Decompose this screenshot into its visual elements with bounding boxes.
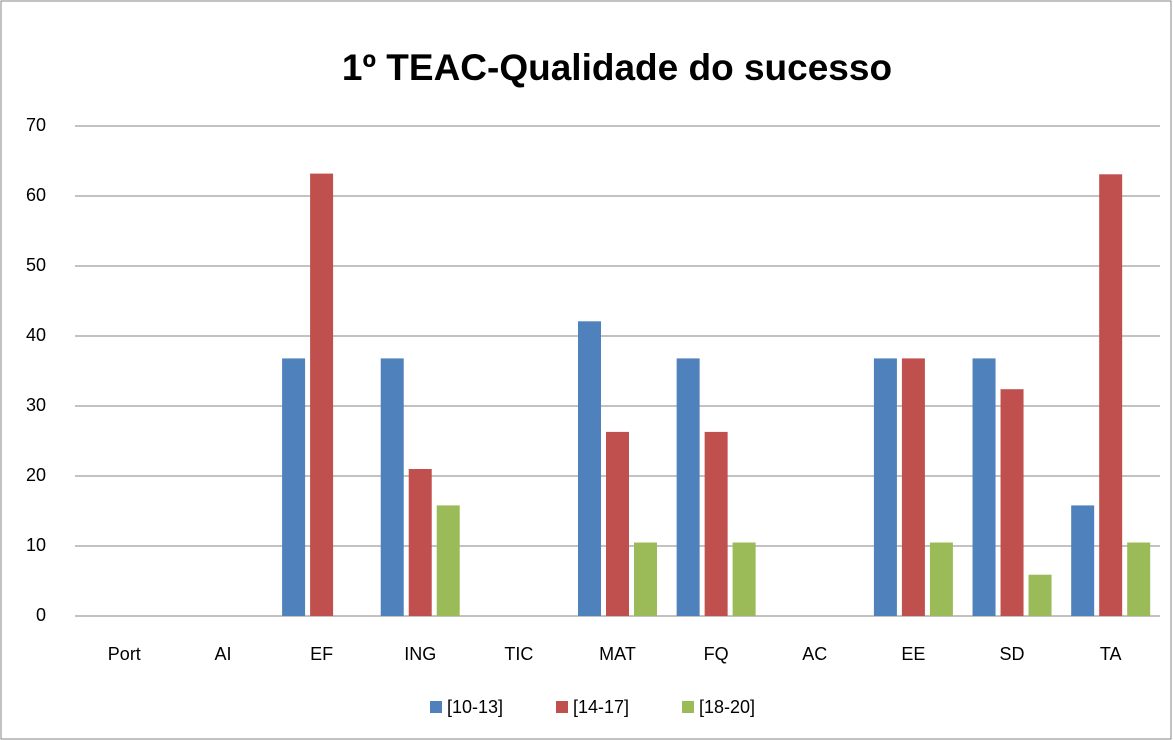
bar — [873, 358, 897, 616]
bar — [408, 469, 432, 616]
x-tick-label: AC — [802, 644, 827, 664]
bar — [1127, 542, 1151, 616]
x-tick-label: ING — [404, 644, 436, 664]
x-tick-label: AI — [214, 644, 231, 664]
legend-swatch — [556, 701, 568, 713]
y-tick-label: 30 — [26, 395, 46, 415]
bar — [1099, 174, 1123, 617]
bar — [1000, 389, 1024, 616]
x-tick-label: Port — [108, 644, 141, 664]
x-tick-label: EE — [901, 644, 925, 664]
bar — [704, 431, 728, 616]
y-tick-label: 20 — [26, 465, 46, 485]
y-tick-label: 0 — [36, 605, 46, 625]
legend-swatch — [682, 701, 694, 713]
bar — [1071, 505, 1095, 616]
y-tick-label: 10 — [26, 535, 46, 555]
bar — [606, 431, 629, 616]
y-tick-label: 40 — [26, 325, 46, 345]
x-tick-label: SD — [1000, 644, 1025, 664]
x-tick-label: EF — [310, 644, 333, 664]
bar — [676, 358, 700, 616]
bar — [634, 542, 657, 616]
bar — [1028, 574, 1052, 616]
bar — [310, 173, 334, 616]
y-tick-label: 50 — [26, 255, 46, 275]
bar — [972, 358, 996, 616]
bar — [901, 358, 925, 616]
y-tick-label: 70 — [26, 115, 46, 135]
bar — [578, 321, 601, 616]
chart-title: 1º TEAC-Qualidade do sucesso — [342, 47, 892, 88]
bar — [929, 542, 953, 616]
legend-label: [18-20] — [699, 697, 755, 717]
legend-label: [10-13] — [447, 697, 503, 717]
bar — [436, 505, 460, 616]
bar — [380, 358, 404, 616]
bar — [732, 542, 756, 616]
x-tick-label: FQ — [704, 644, 729, 664]
bar — [282, 358, 306, 616]
legend-swatch — [430, 701, 442, 713]
x-tick-label: TIC — [504, 644, 533, 664]
x-tick-label: TA — [1100, 644, 1122, 664]
legend-label: [14-17] — [573, 697, 629, 717]
y-tick-label: 60 — [26, 185, 46, 205]
x-tick-label: MAT — [599, 644, 636, 664]
